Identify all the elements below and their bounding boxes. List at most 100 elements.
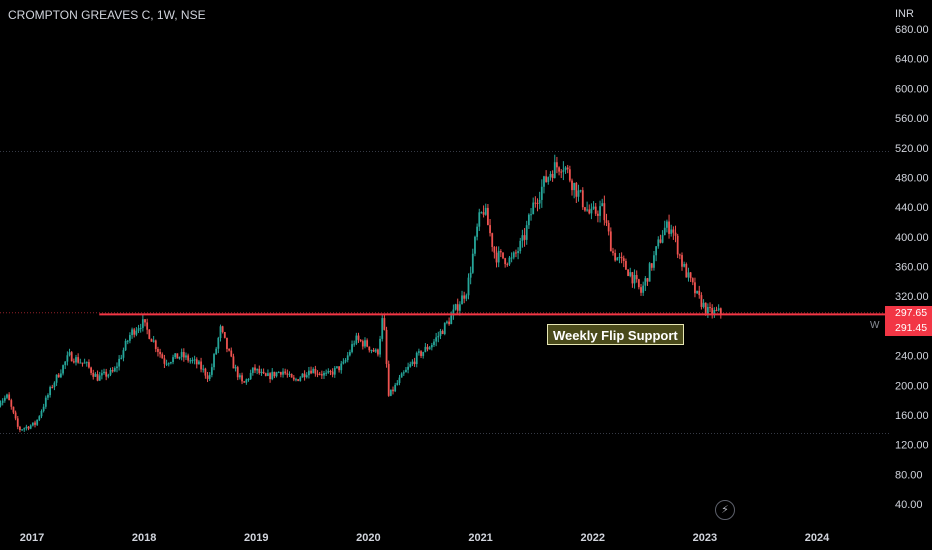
candle-body [398, 377, 401, 383]
candle-body [154, 340, 157, 349]
candle-body [642, 285, 645, 293]
candle-body [635, 275, 638, 280]
candle-body [678, 254, 681, 256]
candle-body [411, 361, 414, 365]
candle-body [661, 235, 664, 243]
candle-body [596, 213, 599, 216]
candle-body [144, 319, 146, 323]
candle-body [504, 258, 507, 265]
candle-body [446, 321, 448, 323]
candle-body [711, 307, 714, 315]
candle-body [122, 350, 125, 358]
candle-body [228, 348, 231, 351]
candle-body [161, 354, 164, 359]
candle-body [148, 329, 151, 339]
candle-body [685, 264, 688, 278]
candle-body [338, 366, 340, 371]
candle-body [139, 327, 142, 329]
candle-body [674, 232, 677, 236]
candle-body [540, 186, 543, 200]
candle-body [286, 373, 289, 375]
candle-body [38, 416, 41, 420]
candle-body [230, 350, 233, 357]
x-tick-label: 2024 [805, 532, 830, 544]
lightning-icon[interactable]: ⚡ [715, 500, 735, 520]
y-tick-label: 440.00 [895, 202, 929, 214]
candle-body [81, 362, 84, 364]
candle-body [180, 352, 183, 357]
candle-body [129, 335, 131, 341]
candle-body [327, 371, 330, 373]
candle-body [262, 371, 265, 374]
candle-body [163, 358, 166, 364]
candle-body [6, 394, 8, 398]
y-tick-label: 240.00 [895, 351, 929, 363]
candle-body [402, 372, 405, 374]
candle-body [346, 355, 349, 361]
candle-body [70, 352, 73, 362]
support-annotation[interactable]: Weekly Flip Support [547, 324, 684, 345]
candle-body [42, 406, 45, 412]
candle-body [702, 302, 705, 307]
candle-body [448, 321, 450, 325]
candle-body [44, 397, 47, 407]
interval-label: W [870, 320, 880, 331]
candle-body [385, 329, 388, 364]
candle-body [465, 295, 468, 299]
candle-body [275, 372, 278, 377]
candle-body [234, 367, 237, 369]
y-tick-label: 560.00 [895, 113, 929, 125]
candle-body [469, 272, 472, 278]
candle-body [579, 190, 582, 192]
candle-body [497, 251, 500, 263]
candle-body [538, 199, 541, 204]
candle-body [29, 425, 32, 429]
candle-body [396, 382, 399, 385]
candle-body [103, 371, 105, 374]
candle-body [568, 169, 571, 181]
candle-body [581, 190, 584, 208]
candle-body [517, 251, 519, 253]
candle-body [34, 422, 36, 425]
candle-body [420, 351, 422, 356]
candle-body [698, 290, 701, 296]
candle-body [422, 351, 425, 356]
candle-body [98, 375, 101, 381]
candle-body [340, 363, 343, 371]
candle-body [521, 235, 524, 241]
candle-body [301, 373, 304, 378]
candle-body [696, 290, 698, 294]
candle-body [532, 202, 535, 215]
candle-body [126, 340, 129, 342]
candle-body [288, 374, 291, 376]
candle-body [336, 366, 338, 368]
currency-label: INR [895, 8, 914, 20]
candle-body [36, 419, 39, 425]
candle-body [232, 356, 235, 369]
candle-body [474, 236, 476, 254]
candle-body [670, 229, 673, 234]
candle-body [530, 214, 532, 216]
candle-body [0, 402, 2, 406]
candle-body [260, 371, 263, 374]
candle-body [534, 202, 537, 204]
y-tick-label: 520.00 [895, 143, 929, 155]
candle-body [277, 372, 280, 374]
candle-body [79, 362, 82, 364]
candle-body [487, 207, 489, 226]
candle-body [392, 389, 394, 392]
candle-body [66, 355, 69, 362]
candle-body [273, 371, 276, 377]
candle-body [323, 372, 325, 376]
candle-body [691, 278, 694, 283]
candle-body [236, 367, 239, 378]
candle-body [195, 359, 198, 365]
candle-body [258, 368, 261, 374]
candle-body [467, 277, 470, 296]
candle-body [57, 374, 60, 378]
candle-body [109, 370, 112, 375]
candle-body [629, 272, 632, 276]
candle-body [519, 240, 522, 252]
candle-body [372, 350, 375, 352]
